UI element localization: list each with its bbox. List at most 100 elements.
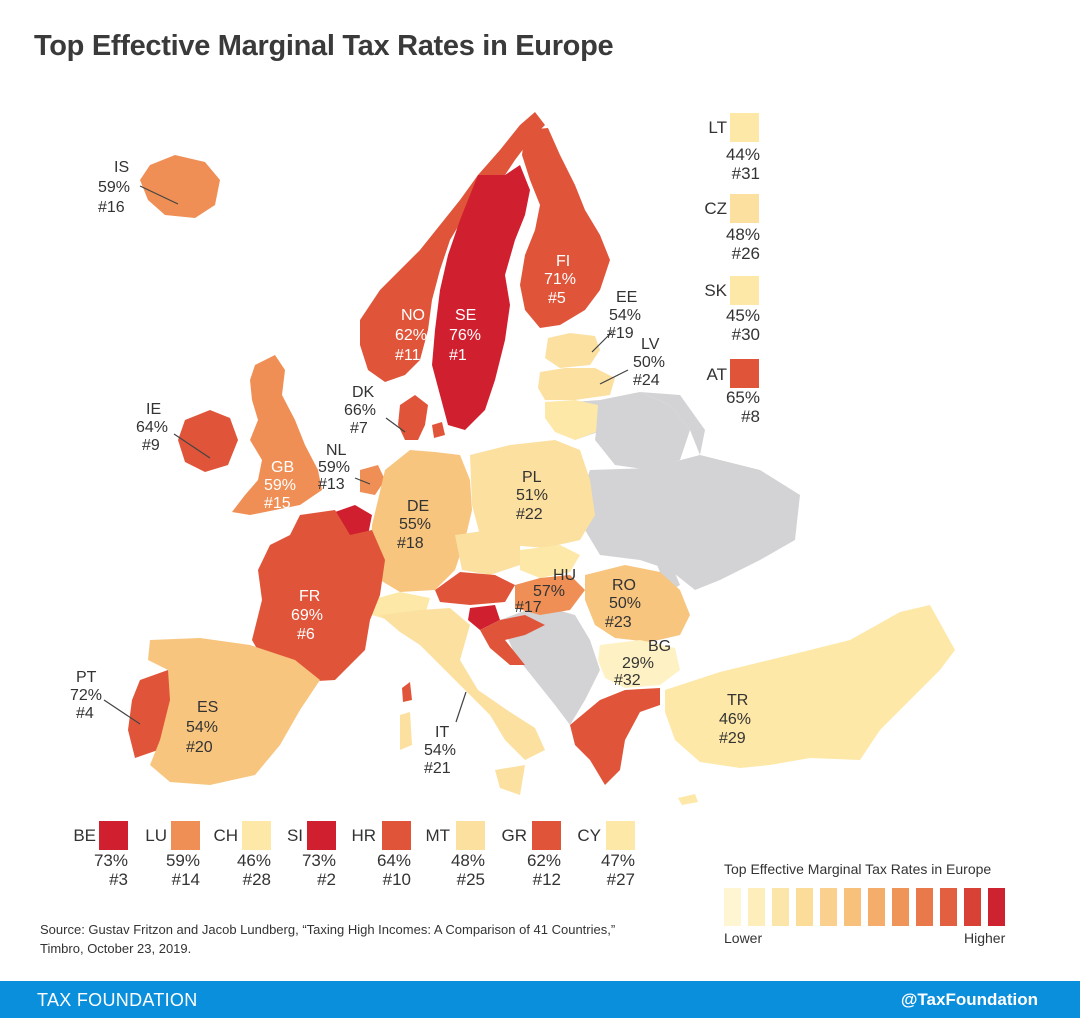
- legend-rate: 45%: [725, 306, 760, 325]
- legend-code: CZ: [704, 199, 727, 218]
- legend-swatch: [730, 194, 759, 223]
- legend-rate: 65%: [725, 388, 760, 407]
- legend-rate: 73%: [93, 851, 128, 870]
- legend-swatch: [307, 821, 336, 850]
- label-lv-code: LV: [641, 336, 660, 353]
- map-title: Top Effective Marginal Tax Rates in Euro…: [34, 30, 614, 62]
- label-ie-rank: #9: [142, 437, 160, 454]
- label-lv-rank: #24: [633, 372, 660, 389]
- legend-code: SI: [286, 826, 303, 845]
- region-great-britain: [232, 355, 322, 515]
- legend-rank: #26: [731, 244, 760, 263]
- label-tr-code: TR: [727, 692, 748, 709]
- source-note: Source: Gustav Fritzon and Jacob Lundber…: [40, 922, 616, 956]
- legend-code: SK: [704, 281, 727, 300]
- label-ie-code: IE: [146, 401, 161, 418]
- legend-rate: 47%: [600, 851, 635, 870]
- label-de-rank: #18: [397, 535, 424, 552]
- label-lv-rate: 50%: [633, 354, 665, 371]
- region-slovenia: [468, 605, 500, 630]
- label-hu: HU 57% #17: [515, 567, 576, 616]
- legend-code: LU: [145, 826, 167, 845]
- label-ee-rank: #19: [607, 325, 634, 342]
- label-ee-code: EE: [616, 289, 637, 306]
- label-pl-code: PL: [522, 469, 542, 486]
- legend-swatch: [99, 821, 128, 850]
- scale-swatch: [820, 888, 837, 926]
- scale-swatch: [940, 888, 957, 926]
- region-belarus: [595, 392, 690, 470]
- legend-swatch: [730, 359, 759, 388]
- legend-rate: 48%: [450, 851, 485, 870]
- region-ukraine: [580, 455, 800, 590]
- legend-swatch: [730, 113, 759, 142]
- label-pt-code: PT: [76, 669, 97, 686]
- scale-swatch: [796, 888, 813, 926]
- legend-rank: #12: [532, 870, 561, 889]
- label-gb-rank: #15: [264, 495, 291, 512]
- label-nl-rank: #13: [318, 476, 345, 493]
- footer-brand: TAX FOUNDATION: [37, 990, 198, 1010]
- label-fi-rate: 71%: [544, 271, 576, 288]
- label-dk: DK 66% #7: [344, 384, 376, 437]
- leader-it: [455, 691, 467, 723]
- scale-low-label: Lower: [724, 930, 763, 946]
- legend-rank: #10: [382, 870, 411, 889]
- region-ireland: [178, 410, 238, 472]
- region-iceland: [140, 155, 220, 218]
- label-is: IS 59% #16: [98, 159, 130, 216]
- label-es-code: ES: [197, 699, 218, 716]
- leader-ie: [173, 433, 211, 459]
- leader-pt: [103, 699, 141, 725]
- legend-rank: #28: [242, 870, 271, 889]
- label-se: SE 76% #1: [449, 307, 481, 364]
- label-gb: GB 59% #15: [264, 459, 296, 512]
- region-denmark: [398, 395, 445, 440]
- region-corsica: [402, 682, 412, 702]
- legend-rate: 59%: [165, 851, 200, 870]
- label-ro-rank: #23: [605, 614, 632, 631]
- legend-swatch: [382, 821, 411, 850]
- region-germany: [370, 450, 472, 592]
- label-it: IT 54% #21: [424, 724, 456, 777]
- label-no-rank: #11: [395, 347, 421, 364]
- region-latvia: [538, 368, 615, 400]
- footer-bar: TAX FOUNDATION @TaxFoundation: [0, 981, 1080, 1018]
- label-ee: EE 54% #19: [607, 289, 641, 342]
- leader-nl: [354, 477, 371, 485]
- label-nl-rate: 59%: [318, 459, 350, 476]
- label-gb-rate: 59%: [264, 477, 296, 494]
- legend-swatch: [606, 821, 635, 850]
- label-dk-code: DK: [352, 384, 375, 401]
- europe-map: IS 59% #16 NO 62% #11 SE 76% #1 FI 71% #…: [70, 112, 955, 805]
- label-fr-code: FR: [299, 588, 320, 605]
- label-ro: RO 50% #23: [605, 577, 641, 631]
- label-fi-code: FI: [556, 253, 570, 270]
- leader-dk: [385, 417, 406, 433]
- legend-code: HR: [351, 826, 376, 845]
- scale-swatch: [988, 888, 1005, 926]
- label-bg-rank: #32: [614, 672, 641, 689]
- label-gb-code: GB: [271, 459, 294, 476]
- label-lv: LV 50% #24: [633, 336, 665, 389]
- scale-swatch: [748, 888, 765, 926]
- region-estonia: [545, 333, 600, 368]
- scale-high-label: Higher: [964, 930, 1006, 946]
- legend-rate: 64%: [376, 851, 411, 870]
- legend-rank: #25: [456, 870, 485, 889]
- legend-code: BE: [73, 826, 96, 845]
- label-tr: TR 46% #29: [719, 692, 751, 747]
- legend-code: CH: [213, 826, 238, 845]
- legend-rate: 48%: [725, 225, 760, 244]
- label-pt: PT 72% #4: [70, 669, 102, 722]
- footer-handle[interactable]: @TaxFoundation: [900, 990, 1038, 1009]
- region-hungary: [515, 575, 585, 615]
- legend-swatch: [456, 821, 485, 850]
- legend-rate: 62%: [526, 851, 561, 870]
- legend-rank: #3: [109, 870, 128, 889]
- legend-rank: #31: [731, 164, 760, 183]
- label-is-rate: 59%: [98, 179, 130, 196]
- label-nl-code: NL: [326, 442, 347, 459]
- region-russia-west: [640, 392, 705, 455]
- label-pt-rank: #4: [76, 705, 94, 722]
